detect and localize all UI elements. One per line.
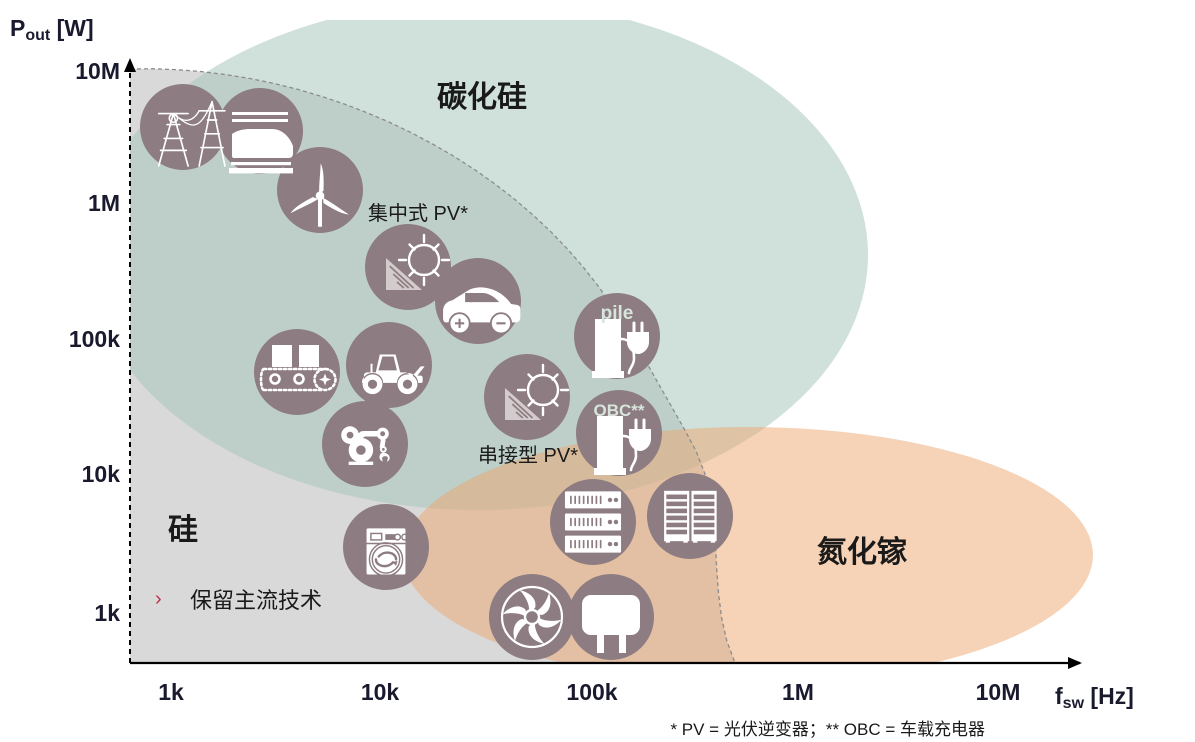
svg-text:1k: 1k (94, 600, 120, 626)
svg-text:100k: 100k (566, 679, 617, 705)
svg-text:保留主流技术: 保留主流技术 (190, 588, 322, 613)
svg-text:10M: 10M (75, 58, 120, 84)
svg-text:1M: 1M (88, 190, 120, 216)
svg-text:pile: pile (601, 303, 634, 324)
svg-text:10M: 10M (976, 679, 1021, 705)
svg-text:10k: 10k (82, 461, 121, 487)
svg-text:›: › (155, 588, 162, 610)
svg-text:Pout [W]: Pout [W] (10, 15, 94, 44)
svg-text:硅: 硅 (168, 514, 198, 547)
svg-text:10k: 10k (361, 679, 400, 705)
svg-text:OBC**: OBC** (593, 401, 644, 420)
svg-text:* PV = 光伏逆变器；** OBC = 车载充电器: * PV = 光伏逆变器；** OBC = 车载充电器 (670, 720, 985, 739)
svg-text:fsw [Hz]: fsw [Hz] (1055, 683, 1134, 712)
svg-text:100k: 100k (69, 326, 120, 352)
svg-text:碳化硅: 碳化硅 (437, 81, 527, 114)
svg-text:1M: 1M (782, 679, 814, 705)
svg-text:1k: 1k (158, 679, 184, 705)
svg-text:集中式 PV*: 集中式 PV* (368, 202, 468, 225)
svg-text:串接型 PV*: 串接型 PV* (478, 444, 578, 467)
svg-text:氮化镓: 氮化镓 (817, 536, 908, 569)
